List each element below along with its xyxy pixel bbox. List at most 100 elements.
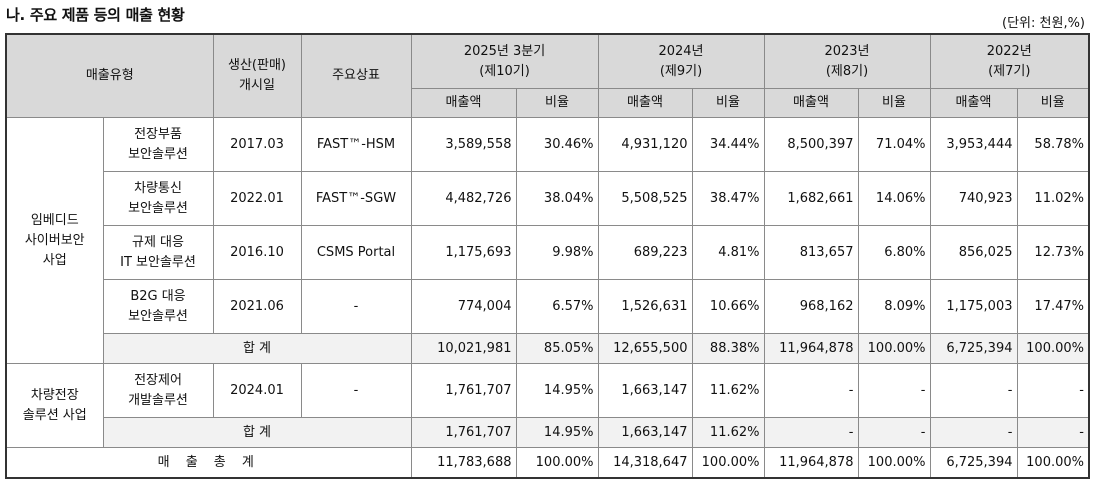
subtotal-sales: 11,964,878 (763, 333, 859, 364)
subtotal-sales: - (929, 417, 1018, 448)
grand-total-ratio: 100.00% (1016, 447, 1090, 479)
subtotal-sales: 1,761,707 (410, 417, 517, 448)
grand-total-ratio: 100.00% (691, 447, 765, 479)
ratio-value: - (857, 363, 931, 418)
brand-name: FAST™-SGW (300, 171, 412, 226)
header-ratio: 비율 (1016, 88, 1090, 118)
sales-value: 740,923 (929, 171, 1018, 226)
product-name: 전장부품 보안솔루션 (102, 117, 214, 172)
sales-value: 3,589,558 (410, 117, 517, 172)
table-row: 차량전장 솔루션 사업 전장제어 개발솔루션 2024.01-1,761,707 14.9… (5, 363, 1090, 448)
start-date: 2021.06 (212, 279, 302, 334)
sales-value: 1,175,003 (929, 279, 1018, 334)
product-name: 차량통신 보안솔루션 (102, 171, 214, 226)
subtotal-ratio: 88.38% (691, 333, 765, 364)
subtotal-ratio: - (857, 417, 931, 448)
grand-total-ratio: 100.00% (857, 447, 931, 479)
header-brand: 주요상표 (300, 33, 412, 118)
start-date: 2016.10 (212, 225, 302, 280)
grand-total-sales: 14,318,647 (597, 447, 693, 479)
sales-value: 1,663,147 (597, 363, 693, 418)
sales-value: 1,682,661 (763, 171, 859, 226)
grand-total-row: 매 출 총 계 11,783,688 100.00% 14,318,647 100.00… (5, 447, 1090, 479)
ratio-value: 12.73% (1016, 225, 1090, 280)
header-period: 2024년 (제9기) (597, 33, 765, 89)
subtotal-label: 합 계 (102, 417, 412, 448)
ratio-value: 9.98% (515, 225, 599, 280)
header-sales: 매출액 (929, 88, 1018, 118)
sales-value: - (929, 363, 1018, 418)
subtotal-sales: 12,655,500 (597, 333, 693, 364)
sales-value: 968,162 (763, 279, 859, 334)
business-segment: 임베디드 사이버보안 사업 (5, 117, 104, 364)
subtotal-ratio: - (1016, 417, 1090, 448)
ratio-value: 4.81% (691, 225, 765, 280)
ratio-value: 30.46% (515, 117, 599, 172)
table-row: B2G 대응 보안솔루션 2021.06-774,004 6.57% 1,526,631… (6, 279, 1090, 334)
product-name: 규제 대응 IT 보안솔루션 (102, 225, 214, 280)
sales-value: 774,004 (410, 279, 517, 334)
ratio-value: 34.44% (691, 117, 765, 172)
ratio-value: 38.04% (515, 171, 599, 226)
subtotal-ratio: 100.00% (1016, 333, 1090, 364)
start-date: 2024.01 (212, 363, 302, 418)
header-ratio: 비율 (857, 88, 931, 118)
brand-name: CSMS Portal (300, 225, 412, 280)
business-segment: 차량전장 솔루션 사업 (5, 363, 104, 448)
sales-value: - (763, 363, 859, 418)
header-period: 2025년 3분기 (제10기) (410, 33, 599, 89)
start-date: 2017.03 (212, 117, 302, 172)
ratio-value: 14.95% (515, 363, 599, 418)
ratio-value: 6.80% (857, 225, 931, 280)
sales-value: 4,931,120 (597, 117, 693, 172)
brand-name: - (300, 363, 412, 418)
subtotal-sales: 10,021,981 (410, 333, 517, 364)
ratio-value: 11.62% (691, 363, 765, 418)
header-period: 2023년 (제8기) (763, 33, 931, 89)
sales-value: 3,953,444 (929, 117, 1018, 172)
brand-name: - (300, 279, 412, 334)
ratio-value: 17.47% (1016, 279, 1090, 334)
sales-value: 813,657 (763, 225, 859, 280)
header-sales: 매출액 (410, 88, 517, 118)
subtotal-ratio: 85.05% (515, 333, 599, 364)
sales-value: 5,508,525 (597, 171, 693, 226)
subtotal-ratio: 14.95% (515, 417, 599, 448)
header-start-date: 생산(판매) 개시일 (212, 33, 302, 118)
start-date: 2022.01 (212, 171, 302, 226)
grand-total-label: 매 출 총 계 (5, 447, 412, 479)
section-title: 나. 주요 제품 등의 매출 현황 (6, 6, 185, 24)
header-subrow: 매출액 비율 매출액 비율 매출액 비율 매출액 비율 (6, 88, 1090, 118)
ratio-value: 10.66% (691, 279, 765, 334)
sales-table: 매출유형 생산(판매) 개시일 주요상표 2025년 3분기 (제10기) 2024년 (제9… (5, 33, 1090, 479)
ratio-value: 11.02% (1016, 171, 1090, 226)
header-sales-type: 매출유형 (5, 33, 214, 118)
header-row: 매출유형 생산(판매) 개시일 주요상표 2025년 3분기 (제10기) 2024년 (제9… (5, 33, 1090, 118)
grand-total-sales: 6,725,394 (929, 447, 1018, 479)
sales-value: 8,500,397 (763, 117, 859, 172)
brand-name: FAST™-HSM (300, 117, 412, 172)
subtotal-ratio: 11.62% (691, 417, 765, 448)
ratio-value: 6.57% (515, 279, 599, 334)
product-name: 전장제어 개발솔루션 (102, 363, 214, 418)
ratio-value: - (1016, 363, 1090, 418)
subtotal-sales: 6,725,394 (929, 333, 1018, 364)
grand-total-ratio: 100.00% (515, 447, 599, 479)
subtotal-sales: - (763, 417, 859, 448)
header-period: 2022년 (제7기) (929, 33, 1090, 89)
sales-value: 1,526,631 (597, 279, 693, 334)
sales-value: 1,761,707 (410, 363, 517, 418)
product-name: B2G 대응 보안솔루션 (102, 279, 214, 334)
ratio-value: 14.06% (857, 171, 931, 226)
ratio-value: 38.47% (691, 171, 765, 226)
sales-value: 1,175,693 (410, 225, 517, 280)
table-row: 규제 대응 IT 보안솔루션 2016.10 CSMS Portal 1,175,693… (6, 225, 1090, 280)
subtotal-sales: 1,663,147 (597, 417, 693, 448)
subtotal-row: 합 계 1,761,707 14.95% 1,663,147 11.62% - - - - (6, 417, 1090, 448)
table-row: 임베디드 사이버보안 사업 전장부품 보안솔루션 2017.03 FAST™-HSM 3,58… (5, 117, 1090, 364)
ratio-value: 8.09% (857, 279, 931, 334)
table-row: 차량통신 보안솔루션 2022.01 FAST™-SGW 4,482,726 38.04%… (6, 171, 1090, 226)
sales-value: 689,223 (597, 225, 693, 280)
header-ratio: 비율 (691, 88, 765, 118)
header-sales: 매출액 (597, 88, 693, 118)
